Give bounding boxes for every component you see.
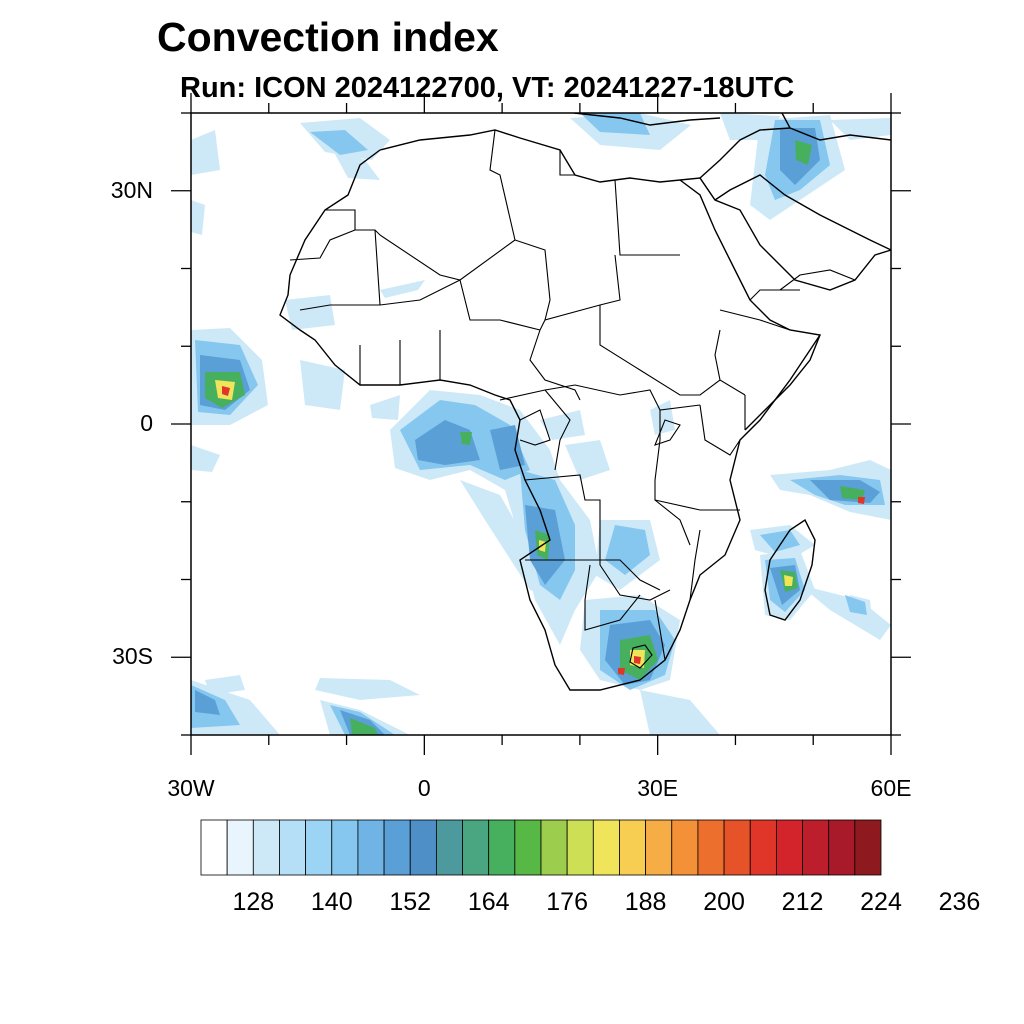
colorbar-swatch	[383, 819, 411, 876]
colorbar-swatch	[540, 819, 568, 876]
convection-shading	[191, 113, 891, 735]
colorbar-swatch	[462, 819, 490, 876]
colorbar-swatch	[828, 819, 856, 876]
colorbar-swatch	[802, 819, 830, 876]
colorbar-swatch	[723, 819, 751, 876]
colorbar-label: 188	[624, 888, 667, 916]
colorbar-swatch	[226, 819, 254, 876]
colorbar-swatch	[592, 819, 620, 876]
colorbar-swatch	[671, 819, 699, 876]
y-tick-label: 0	[140, 410, 153, 436]
colorbar-label: 128	[232, 888, 275, 916]
colorbar-swatch	[645, 819, 673, 876]
colorbar-label: 200	[703, 888, 745, 916]
x-tick-label: 30E	[637, 775, 679, 801]
colorbar-swatch	[775, 819, 803, 876]
colorbar-swatch	[854, 819, 882, 876]
colorbar-swatch	[488, 819, 516, 876]
y-tick-label: 30N	[110, 176, 153, 203]
colorbar-label: 176	[546, 888, 588, 916]
colorbar-label: 140	[310, 888, 353, 916]
y-tick-label: 30S	[112, 643, 153, 670]
chart-subtitle: Run: ICON 2024122700, VT: 20241227-18UTC	[180, 72, 795, 104]
x-tick-label: 0	[417, 775, 431, 801]
colorbar-swatch	[357, 819, 385, 876]
colorbar-label: 212	[781, 888, 824, 916]
colorbar-swatch	[566, 819, 594, 876]
colorbar-swatch	[697, 819, 725, 876]
x-tick-label: 30W	[167, 775, 215, 801]
colorbar-swatch	[435, 819, 463, 876]
colorbar-swatch	[514, 819, 542, 876]
colorbar-swatch	[749, 819, 777, 876]
country-borders	[289, 129, 856, 669]
colorbar-swatch	[409, 819, 437, 876]
x-tick-label: 60E	[870, 775, 912, 801]
colorbar	[200, 819, 882, 876]
colorbar-label: 224	[860, 888, 902, 916]
colorbar-label: 164	[467, 888, 510, 916]
colorbar-label: 236	[938, 888, 981, 916]
colorbar-swatch	[619, 819, 647, 876]
colorbar-swatch	[200, 819, 228, 876]
colorbar-swatch	[331, 819, 359, 876]
colorbar-swatch	[305, 819, 333, 876]
axis-ticks	[171, 93, 911, 755]
colorbar-swatch	[252, 819, 280, 876]
colorbar-label: 152	[389, 888, 432, 916]
chart-title: Convection index	[157, 14, 499, 60]
colorbar-swatch	[279, 819, 307, 876]
